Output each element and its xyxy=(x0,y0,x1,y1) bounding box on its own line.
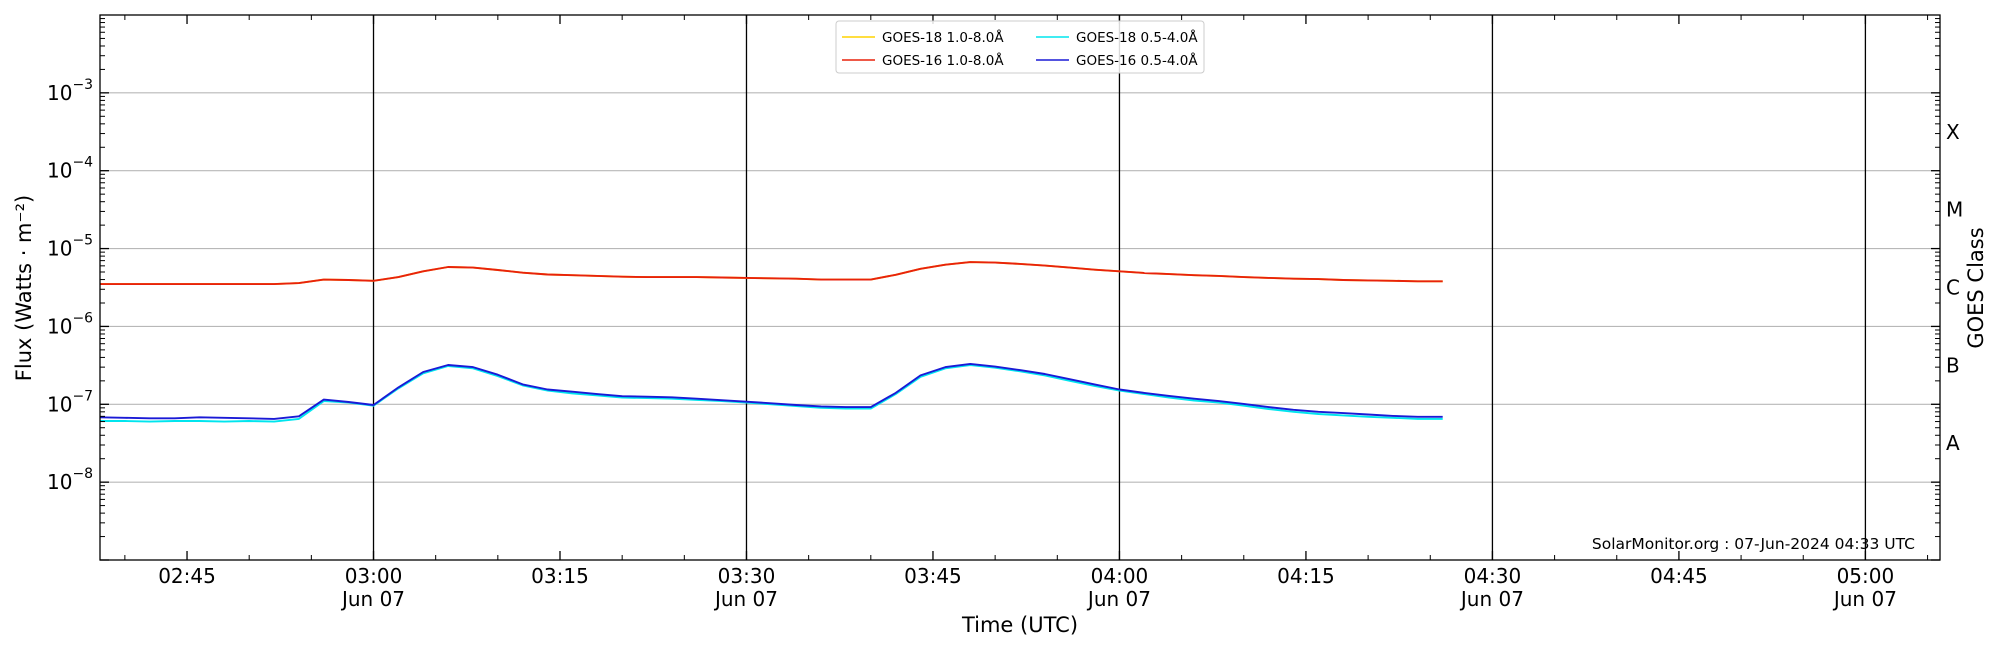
legend-box xyxy=(835,20,1205,74)
legend-label-3: GOES-16 0.5-4.0Å xyxy=(1076,52,1198,69)
x-tick-label-1: 03:00 xyxy=(345,564,403,588)
y-tick-label-3: 10−6 xyxy=(47,310,93,338)
grid-layer xyxy=(100,92,1940,483)
x-tick-date-label-9: Jun 07 xyxy=(1832,587,1897,611)
x-axis-title: Time (UTC) xyxy=(961,613,1078,637)
y-tick-exponent: −3 xyxy=(72,77,93,93)
x-tick-date-label-7: Jun 07 xyxy=(1459,587,1524,611)
legend-label-2: GOES-16 1.0-8.0Å xyxy=(882,52,1004,69)
legend: GOES-18 1.0-8.0Å GOES-18 0.5-4.0Å GOES-16 … xyxy=(835,20,1205,74)
x-tick-label-3: 03:30 xyxy=(718,564,776,588)
x-tick-label-0: 02:45 xyxy=(158,564,216,588)
y-tick-exponent: −5 xyxy=(72,233,93,249)
y-tick-labels: 10−310−410−510−610−710−8 xyxy=(47,77,93,494)
x-tick-label-7: 04:30 xyxy=(1464,564,1522,588)
goes-class-label-3: B xyxy=(1946,353,1960,377)
y-tick-base: 10 xyxy=(47,314,72,338)
x-tick-date-label-5: Jun 07 xyxy=(1086,587,1151,611)
goes-class-label-2: C xyxy=(1946,276,1960,300)
y-tick-label-5: 10−8 xyxy=(47,466,93,494)
y-tick-label-0: 10−3 xyxy=(47,77,93,105)
y-tick-label-4: 10−7 xyxy=(47,388,93,416)
y-tick-label-1: 10−4 xyxy=(47,155,93,183)
series-line-3 xyxy=(99,362,1443,420)
y-tick-exponent: −4 xyxy=(72,155,93,171)
credit-annotation: SolarMonitor.org : 07-Jun-2024 04:33 UTC xyxy=(1592,535,1915,553)
y-tick-exponent: −7 xyxy=(72,388,93,404)
y-tick-base: 10 xyxy=(47,470,72,494)
goes-class-labels: X M C B A xyxy=(1946,120,1963,455)
goes-class-label-4: A xyxy=(1946,431,1960,455)
x-tick-label-2: 03:15 xyxy=(531,564,589,588)
series-line-1 xyxy=(100,364,1443,423)
legend-label-1: GOES-18 0.5-4.0Å xyxy=(1076,29,1198,46)
y-tick-base: 10 xyxy=(47,159,72,183)
goes-class-label-0: X xyxy=(1946,120,1960,144)
plot-frame xyxy=(99,14,1941,561)
series-line-2 xyxy=(100,261,1443,286)
x-tick-label-4: 03:45 xyxy=(904,564,962,588)
x-tick-label-5: 04:00 xyxy=(1091,564,1149,588)
y-tick-label-2: 10−5 xyxy=(47,233,93,261)
x-tick-label-8: 04:45 xyxy=(1650,564,1708,588)
y-tick-base: 10 xyxy=(47,237,72,261)
vertical-lines-layer xyxy=(372,15,1867,560)
legend-label-0: GOES-18 1.0-8.0Å xyxy=(882,29,1004,46)
x-tick-label-6: 04:15 xyxy=(1277,564,1335,588)
x-tick-label-9: 05:00 xyxy=(1837,564,1895,588)
y-tick-base: 10 xyxy=(47,392,72,416)
goes-class-label-1: M xyxy=(1946,198,1963,222)
right-axis-title: GOES Class xyxy=(1964,227,1988,348)
y-tick-base: 10 xyxy=(47,81,72,105)
tick-layer xyxy=(100,15,1940,561)
y-tick-exponent: −8 xyxy=(72,466,93,482)
y-axis-title: Flux (Watts · m⁻²) xyxy=(12,195,36,381)
x-tick-date-label-3: Jun 07 xyxy=(713,587,778,611)
legend-entries: GOES-18 1.0-8.0Å GOES-18 0.5-4.0Å GOES-16 … xyxy=(842,29,1198,69)
series-layer xyxy=(99,261,1443,423)
x-tick-date-label-1: Jun 07 xyxy=(340,587,405,611)
y-tick-exponent: −6 xyxy=(72,310,93,326)
